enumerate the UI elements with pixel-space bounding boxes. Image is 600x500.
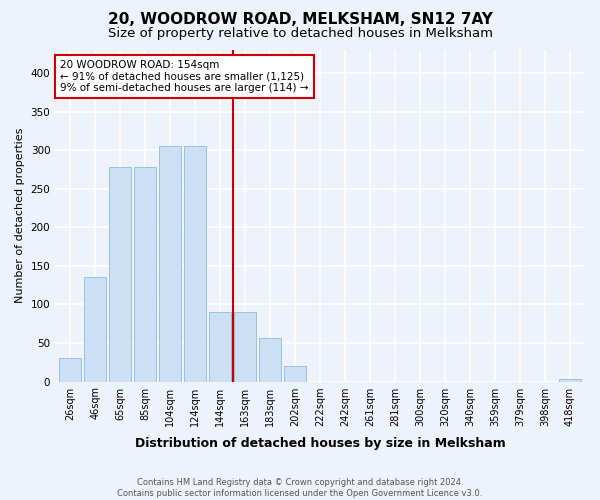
Text: 20 WOODROW ROAD: 154sqm
← 91% of detached houses are smaller (1,125)
9% of semi-: 20 WOODROW ROAD: 154sqm ← 91% of detache… bbox=[61, 60, 309, 93]
Bar bbox=[84, 278, 106, 382]
Bar bbox=[184, 146, 206, 382]
Bar bbox=[559, 379, 581, 382]
Y-axis label: Number of detached properties: Number of detached properties bbox=[15, 128, 25, 304]
Bar bbox=[234, 312, 256, 382]
Bar bbox=[159, 146, 181, 382]
Bar bbox=[59, 358, 82, 382]
Text: 20, WOODROW ROAD, MELKSHAM, SN12 7AY: 20, WOODROW ROAD, MELKSHAM, SN12 7AY bbox=[107, 12, 493, 28]
Bar bbox=[109, 167, 131, 382]
Bar bbox=[284, 366, 307, 382]
X-axis label: Distribution of detached houses by size in Melksham: Distribution of detached houses by size … bbox=[135, 437, 505, 450]
Text: Contains HM Land Registry data © Crown copyright and database right 2024.
Contai: Contains HM Land Registry data © Crown c… bbox=[118, 478, 482, 498]
Text: Size of property relative to detached houses in Melksham: Size of property relative to detached ho… bbox=[107, 28, 493, 40]
Bar bbox=[134, 167, 157, 382]
Bar bbox=[209, 312, 232, 382]
Bar bbox=[259, 338, 281, 382]
